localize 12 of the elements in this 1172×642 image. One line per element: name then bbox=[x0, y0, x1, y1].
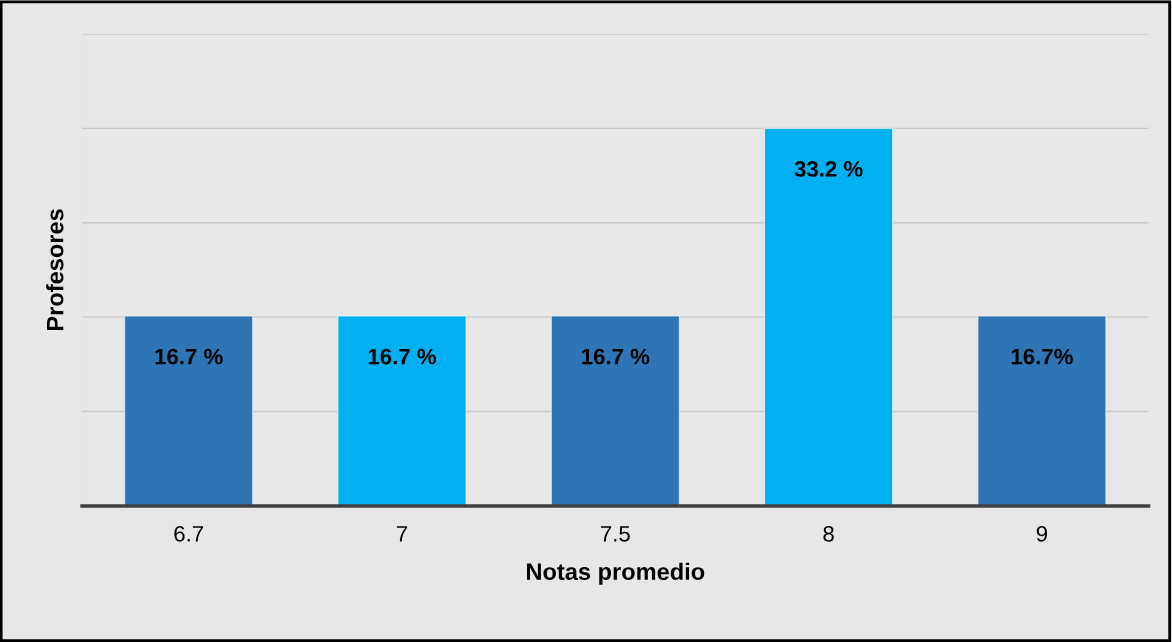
y-axis-title: Profesores bbox=[46, 209, 64, 331]
x-tick-label: 8 bbox=[823, 525, 834, 542]
data-label: 16.7% bbox=[1011, 348, 1073, 365]
data-label: 16.7 % bbox=[155, 348, 223, 365]
x-axis-title: Notas promedio bbox=[527, 562, 705, 585]
data-label: 16.7 % bbox=[368, 348, 436, 365]
x-tick-label: 6.7 bbox=[174, 525, 204, 542]
x-tick-label: 7 bbox=[396, 526, 408, 542]
data-label: 33.2 % bbox=[794, 161, 863, 177]
x-tick-label: 7.5 bbox=[600, 526, 630, 542]
data-label: 16.7 % bbox=[582, 348, 650, 365]
x-tick-label: 9 bbox=[1036, 525, 1048, 542]
